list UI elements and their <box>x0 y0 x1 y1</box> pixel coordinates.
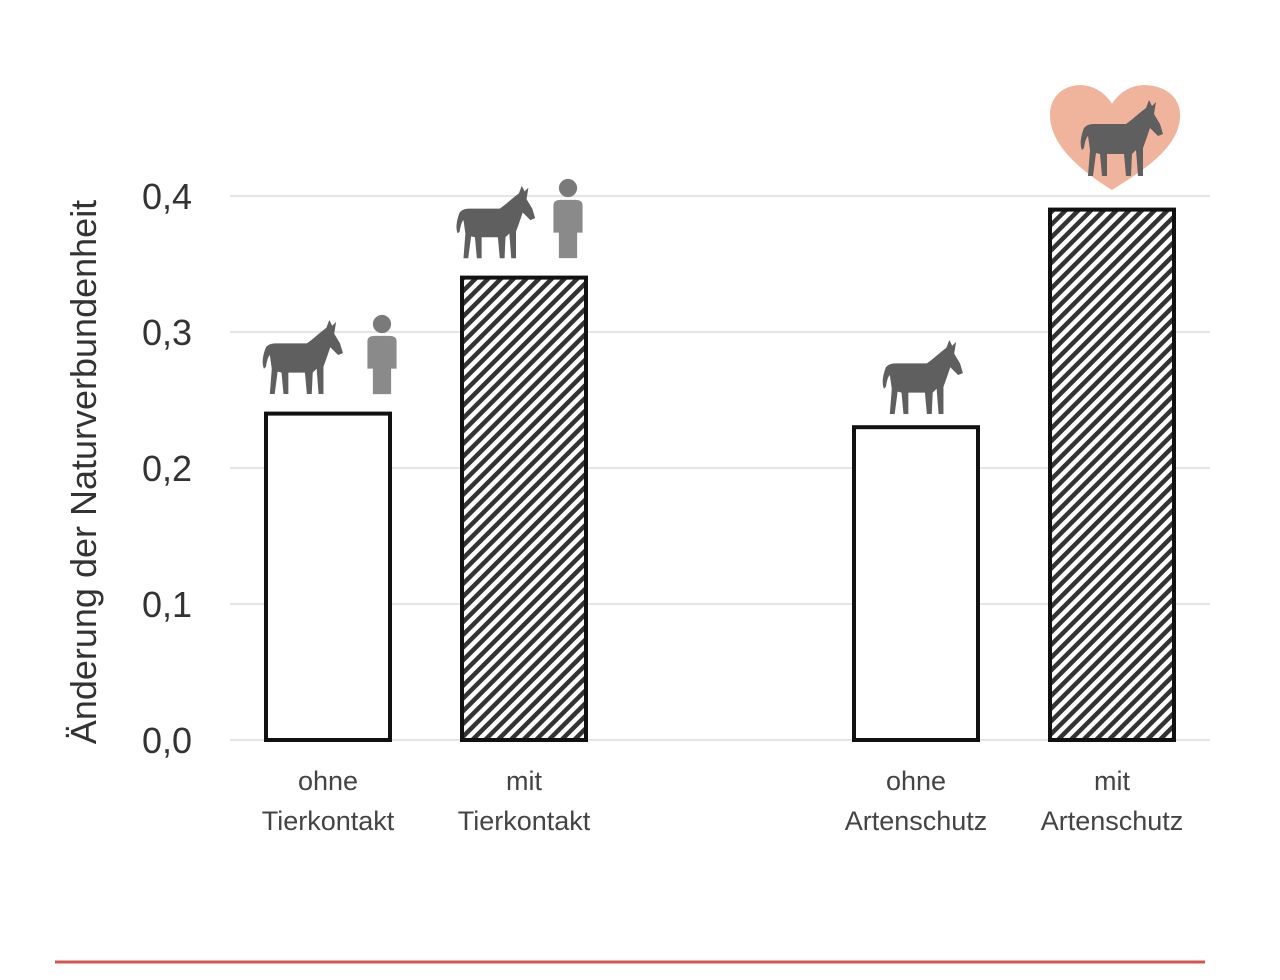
x-tick-label-line1: ohne <box>886 766 946 796</box>
x-tick-label-line1: mit <box>1094 766 1130 796</box>
bar-ohne-artenschutz <box>852 425 980 742</box>
gridlines <box>230 195 1210 741</box>
bar-ohne-tierkontakt <box>264 411 392 742</box>
donkey-in-heart-hands-icon <box>1050 85 1181 190</box>
x-tick-label-line1: mit <box>506 766 542 796</box>
x-tick-label-line2: Tierkontakt <box>458 806 591 836</box>
y-axis-label: Änderung der Naturverbundenheit <box>63 200 104 744</box>
x-tick-label-line2: Artenschutz <box>845 806 988 836</box>
x-tick-label-line2: Artenschutz <box>1041 806 1184 836</box>
donkey-touching-person-icon <box>456 178 583 259</box>
x-tick-label-line2: Tierkontakt <box>262 806 395 836</box>
bar-mit-artenschutz <box>1048 207 1176 743</box>
y-tick-label: 0,1 <box>142 584 192 625</box>
donkey-and-person-icon <box>262 314 397 395</box>
x-axis-labels: ohne Tierkontakt mit Tierkontakt ohne Artensc… <box>262 766 1184 836</box>
y-tick-label: 0,4 <box>142 176 192 217</box>
y-axis-ticks: 0,0 0,1 0,2 0,3 0,4 <box>142 176 192 761</box>
bars <box>264 207 1176 743</box>
donkey-icon <box>882 339 963 415</box>
x-tick-label-line1: ohne <box>298 766 358 796</box>
bar-mit-tierkontakt <box>460 275 588 742</box>
y-tick-label: 0,3 <box>142 312 192 353</box>
y-tick-label: 0,2 <box>142 448 192 489</box>
y-tick-label: 0,0 <box>142 720 192 761</box>
